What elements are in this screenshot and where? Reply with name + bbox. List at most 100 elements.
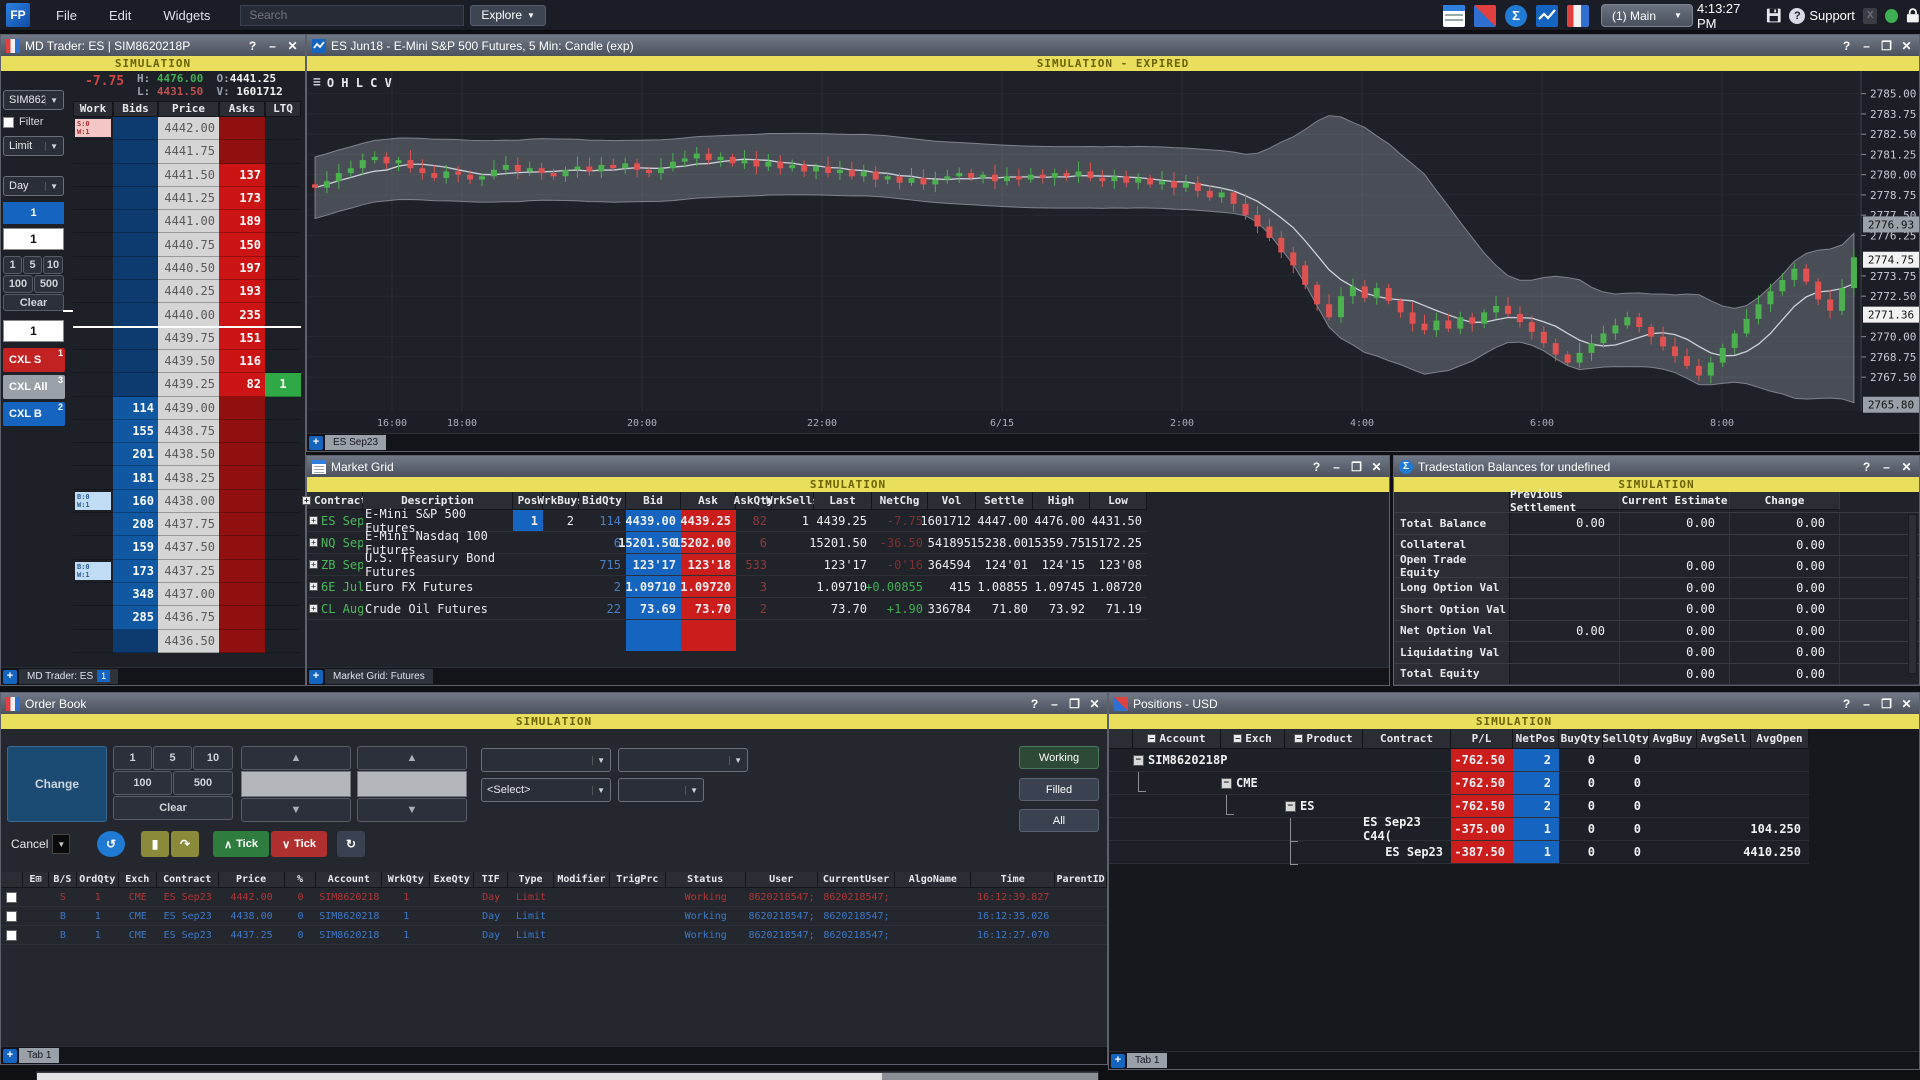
order-cell-ordqty[interactable]: 1 xyxy=(94,930,101,941)
working-order-chip[interactable]: S:0 W:1 xyxy=(75,119,111,138)
add-tab-button[interactable]: + xyxy=(3,669,17,684)
order-cell-ordqty[interactable]: 1 xyxy=(94,911,101,922)
position-cell-buy[interactable]: 0 xyxy=(1559,818,1603,841)
position-cell-net[interactable]: 1 xyxy=(1513,818,1559,841)
position-cell-chk[interactable] xyxy=(1109,795,1133,818)
ladder-ltq-cell[interactable] xyxy=(265,349,301,374)
ladder-ask-cell[interactable] xyxy=(219,606,265,630)
grid-cell-bid[interactable]: 73.69 xyxy=(626,598,681,620)
grid-cell-askqty[interactable]: 2 xyxy=(736,598,772,620)
ladder-bid-cell[interactable]: 159 xyxy=(113,536,158,560)
tick-down-button[interactable]: ∨ Tick xyxy=(271,831,327,857)
ladder-work-cell[interactable]: S:0 W:1 xyxy=(73,117,113,141)
qty-500-button[interactable]: 500 xyxy=(34,275,64,293)
help-button[interactable]: ? xyxy=(1030,696,1039,711)
ob-dropdown-1[interactable]: ▼ xyxy=(481,748,611,772)
order-cell-curuser[interactable]: 8620218547; xyxy=(823,930,890,941)
account-select-dropdown[interactable]: <Select> ▼ xyxy=(481,778,611,802)
order-cell-trigprc[interactable] xyxy=(610,926,666,945)
grid-cell-ask[interactable]: 15202.00 xyxy=(673,532,736,554)
grid-cell-vol[interactable]: 364594 xyxy=(928,554,976,576)
ladder-price-cell[interactable]: 4438.00 xyxy=(158,489,219,514)
grid-cell-askqty[interactable]: 6 xyxy=(736,532,772,554)
filter-checkbox-row[interactable]: Filter xyxy=(3,116,64,128)
minimize-button[interactable]: – xyxy=(1863,696,1870,711)
ladder-price-cell[interactable]: 4441.75 xyxy=(158,140,219,164)
qty-input-bottom[interactable]: 1 xyxy=(3,320,64,342)
order-cell-user[interactable]: 8620218547; xyxy=(748,930,815,941)
balances-titlebar[interactable]: Σ Tradestation Balances for undefined ? … xyxy=(1394,456,1919,477)
grid-cell-vol[interactable]: 336784 xyxy=(928,598,976,620)
order-cell-algo[interactable] xyxy=(895,907,971,926)
grid-cell-bidqty[interactable]: 2 xyxy=(579,576,626,598)
grid-cell-settle[interactable]: 71.80 xyxy=(976,598,1033,620)
column-header[interactable] xyxy=(1109,729,1133,749)
ladder-ask-cell[interactable] xyxy=(219,582,265,607)
position-cell-contract[interactable] xyxy=(1363,749,1451,772)
order-cell-wrkqty[interactable]: 1 xyxy=(403,911,410,922)
ladder-ltq-cell[interactable] xyxy=(265,163,301,187)
ladder-ask-cell[interactable] xyxy=(219,629,265,653)
order-cell-algo[interactable] xyxy=(895,926,971,945)
ladder-bid-cell[interactable] xyxy=(113,303,158,327)
position-cell-pl[interactable]: -387.50 xyxy=(1451,841,1513,864)
ladder-bid-cell[interactable]: 208 xyxy=(113,513,158,537)
qty-10-button[interactable]: 10 xyxy=(193,746,233,770)
ladder-bid-cell[interactable] xyxy=(113,629,158,653)
column-header[interactable]: Previous Settlement xyxy=(1510,488,1620,514)
positions-icon[interactable] xyxy=(1474,4,1496,27)
ladder-bid-cell[interactable]: 181 xyxy=(113,466,158,490)
order-cell-price[interactable]: 4437.25 xyxy=(230,930,273,941)
market-grid-row[interactable]: +ZB Sep23U.S. Treasury Bond Futures71512… xyxy=(307,551,1389,579)
order-cell-user[interactable]: 8620218547; xyxy=(748,892,815,903)
grid-cell-settle[interactable]: 4447.00 xyxy=(976,510,1033,532)
column-header[interactable]: OrdQty xyxy=(76,872,119,888)
tree-expand-icon[interactable]: − xyxy=(1285,800,1296,812)
order-cell-exeqty[interactable] xyxy=(430,926,474,945)
column-header[interactable]: AvgSell xyxy=(1697,729,1751,749)
column-header[interactable]: Description xyxy=(363,492,513,510)
position-cell-avgopen[interactable] xyxy=(1751,772,1809,795)
column-header[interactable]: Contract xyxy=(1363,729,1451,749)
grid-cell-high[interactable]: 15359.75 xyxy=(1027,532,1090,554)
minimize-button[interactable]: – xyxy=(1051,696,1058,711)
minimize-button[interactable]: – xyxy=(1883,459,1890,474)
search-input[interactable] xyxy=(240,4,465,26)
app-logo[interactable]: FP xyxy=(6,3,30,27)
ladder-ltq-cell[interactable] xyxy=(265,210,301,234)
position-cell-pl[interactable]: -762.50 xyxy=(1451,749,1513,772)
ladder-ltq-cell[interactable] xyxy=(265,606,301,630)
order-cell-pct[interactable]: 0 xyxy=(297,911,304,922)
order-cell-contract[interactable]: ES Sep23 xyxy=(163,892,212,903)
ladder-work-cell[interactable] xyxy=(73,303,113,327)
position-cell-contract[interactable]: ES Sep23 xyxy=(1363,841,1451,864)
ladder-price-cell[interactable]: 4437.50 xyxy=(158,536,219,560)
hold-icon[interactable]: ▮ xyxy=(141,831,169,857)
column-header[interactable]: User xyxy=(745,872,818,888)
position-cell-exch[interactable] xyxy=(1221,818,1285,841)
positions-titlebar[interactable]: Positions - USD ? – ❒ ✕ xyxy=(1109,693,1919,714)
position-row[interactable]: ES Sep23 C44(-375.00 1 0 0 104.250 xyxy=(1109,815,1809,843)
ladder-price-cell[interactable]: 4440.00 xyxy=(158,303,219,327)
position-cell-avgbuy[interactable] xyxy=(1649,818,1697,841)
ladder-work-cell[interactable] xyxy=(73,606,113,630)
ladder-work-cell[interactable]: B:0 W:1 xyxy=(73,489,113,514)
grid-cell-pos[interactable] xyxy=(513,554,543,576)
qty-100-button[interactable]: 100 xyxy=(3,275,33,293)
column-header[interactable]: − Account xyxy=(1133,729,1221,749)
order-cell-contract[interactable]: ES Sep23 xyxy=(163,911,212,922)
ladder-price-cell[interactable]: 4436.50 xyxy=(158,629,219,653)
ladder-work-cell[interactable] xyxy=(73,256,113,281)
ladder-price-cell[interactable]: 4438.25 xyxy=(158,466,219,490)
position-cell-product[interactable] xyxy=(1285,841,1363,864)
order-cell-type[interactable]: Limit xyxy=(515,930,547,941)
order-cell-wrkqty[interactable]: 1 xyxy=(403,930,410,941)
grid-cell-ask[interactable]: 4439.25 xyxy=(680,510,736,532)
grid-cell-last[interactable]: 123'17 xyxy=(814,554,872,576)
position-cell-buy[interactable]: 0 xyxy=(1559,841,1603,864)
order-cell-curuser[interactable]: 8620218547; xyxy=(823,911,890,922)
cancel-dropdown-arrow[interactable]: ▼ xyxy=(52,834,71,854)
excel-export-icon[interactable]: X xyxy=(1862,7,1878,24)
support-button[interactable]: ? Support xyxy=(1789,7,1855,24)
ladder-price-cell[interactable]: 4441.25 xyxy=(158,186,219,211)
